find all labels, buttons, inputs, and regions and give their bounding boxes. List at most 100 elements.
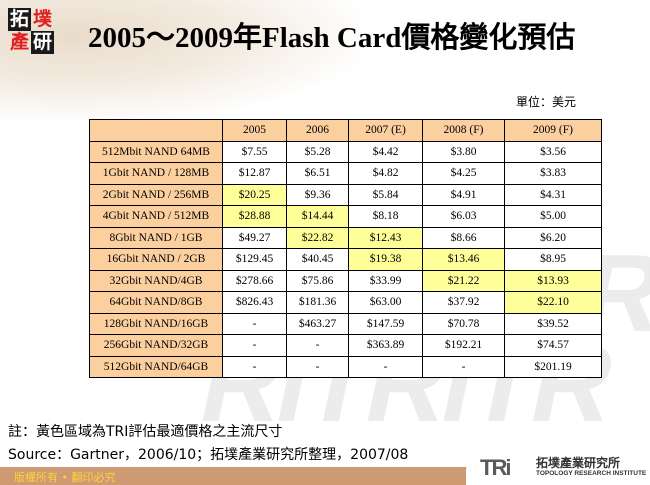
price-cell: $5.84 [348, 183, 423, 206]
price-table: 2005 2006 2007 (E) 2008 (F) 2009 (F) 512… [89, 119, 602, 378]
price-cell: $3.83 [504, 162, 602, 185]
price-cell: $75.86 [286, 269, 349, 292]
price-cell: $70.78 [422, 312, 505, 335]
logo-char-4: 研 [31, 31, 54, 54]
price-cell: $39.52 [504, 312, 602, 335]
price-cell-highlighted: $28.88 [222, 205, 287, 228]
price-cell: $63.00 [348, 291, 423, 314]
price-cell-highlighted: $21.22 [422, 269, 505, 292]
logo-char-3: 產 [9, 31, 29, 53]
row-label: 128Gbit NAND/16GB [89, 312, 223, 335]
price-cell-highlighted: $22.10 [504, 291, 602, 314]
price-cell: $129.45 [222, 248, 287, 271]
tri-logo-english-name: TOPOLOGY RESEARCH INSTITUTE [536, 470, 647, 477]
row-label: 1Gbit NAND / 128MB [89, 162, 223, 185]
price-cell: $181.36 [286, 291, 349, 314]
logo-char-1: 拓 [8, 8, 31, 31]
price-cell-highlighted: $14.44 [286, 205, 349, 228]
price-cell: $278.66 [222, 269, 287, 292]
price-cell: - [286, 355, 349, 378]
price-cell: $33.99 [348, 269, 423, 292]
price-cell-highlighted: $22.82 [286, 226, 349, 249]
price-cell: $147.59 [348, 312, 423, 335]
price-cell: $826.43 [222, 291, 287, 314]
price-cell: $4.82 [348, 162, 423, 185]
header-2007: 2007 (E) [348, 119, 423, 142]
note-text: 註：黃色區域為TRI評估最適價格之主流尺寸 [8, 424, 283, 440]
price-cell-highlighted: $12.43 [348, 226, 423, 249]
row-label: 64Gbit NAND/8GB [89, 291, 223, 314]
price-cell: $5.28 [286, 140, 349, 163]
header-corner [89, 119, 223, 142]
price-cell: $8.18 [348, 205, 423, 228]
table-row: 8Gbit NAND / 1GB $49.27 $22.82 $12.43 $8.66 $… [89, 226, 602, 249]
price-cell: $192.21 [422, 334, 505, 357]
table-row: 128Gbit NAND/16GB - $463.27 $147.59 $70.78 $3… [89, 312, 602, 335]
table-row: 2Gbit NAND / 256MB $20.25 $9.36 $5.84 $4.91 $… [89, 183, 602, 206]
price-cell: $4.31 [504, 183, 602, 206]
price-cell: - [222, 355, 287, 378]
price-cell: $5.00 [504, 205, 602, 228]
row-label: 8Gbit NAND / 1GB [89, 226, 223, 249]
price-cell: $4.91 [422, 183, 505, 206]
price-cell: $201.19 [504, 355, 602, 378]
tri-corner-logo: 拓 墣 產 研 [8, 8, 54, 54]
page-title: 2005～2009年Flash Card價格變化預估 [88, 22, 576, 54]
table-row: 512Gbit NAND/64GB - - - - $201.19 [89, 355, 602, 378]
table-row: 16Gbit NAND / 2GB $129.45 $40.45 $19.38 $13.… [89, 248, 602, 271]
price-cell: - [348, 355, 423, 378]
price-cell-highlighted: $13.93 [504, 269, 602, 292]
header-2009: 2009 (F) [504, 119, 602, 142]
table-row: 256Gbit NAND/32GB - - $363.89 $192.21 $74.57 [89, 334, 602, 357]
unit-label: 單位：美元 [516, 95, 577, 109]
price-cell: $8.66 [422, 226, 505, 249]
tri-logo-chinese-name: 拓墣產業研究所 [536, 456, 621, 470]
price-cell: - [286, 334, 349, 357]
price-cell: $363.89 [348, 334, 423, 357]
row-label: 512Mbit NAND 64MB [89, 140, 223, 163]
price-cell-highlighted: $20.25 [222, 183, 287, 206]
price-cell: $3.56 [504, 140, 602, 163]
price-cell: $3.80 [422, 140, 505, 163]
header-2006: 2006 [286, 119, 349, 142]
price-cell: - [422, 355, 505, 378]
price-cell: $40.45 [286, 248, 349, 271]
row-label: 32Gbit NAND/4GB [89, 269, 223, 292]
row-label: 256Gbit NAND/32GB [89, 334, 223, 357]
row-label: 16Gbit NAND / 2GB [89, 248, 223, 271]
price-cell: $6.03 [422, 205, 505, 228]
price-cell: $6.20 [504, 226, 602, 249]
header-2005: 2005 [222, 119, 287, 142]
copyright-text: 版權所有 • 翻印必究 [14, 471, 116, 484]
row-label: 512Gbit NAND/64GB [89, 355, 223, 378]
table-row: 512Mbit NAND 64MB $7.55 $5.28 $4.42 $3.80 $3.… [89, 140, 602, 163]
tri-logo-mark: TRi [480, 455, 511, 480]
table-row: 4Gbit NAND / 512MB $28.88 $14.44 $8.18 $6.03… [89, 205, 602, 228]
price-cell-highlighted: $13.46 [422, 248, 505, 271]
price-cell: - [222, 334, 287, 357]
price-cell: $463.27 [286, 312, 349, 335]
tri-footer-logo: TRi 拓墣產業研究所 TOPOLOGY RESEARCH INSTITUTE [466, 451, 650, 485]
price-cell: $12.87 [222, 162, 287, 185]
row-label: 2Gbit NAND / 256MB [89, 183, 223, 206]
table-row: 32Gbit NAND/4GB $278.66 $75.86 $33.99 $21.22… [89, 269, 602, 292]
header-2008: 2008 (F) [422, 119, 505, 142]
price-cell: - [222, 312, 287, 335]
table-header-row: 2005 2006 2007 (E) 2008 (F) 2009 (F) [89, 119, 602, 142]
logo-char-2: 墣 [32, 8, 52, 30]
price-cell: $4.25 [422, 162, 505, 185]
price-cell-highlighted: $19.38 [348, 248, 423, 271]
price-cell: $74.57 [504, 334, 602, 357]
price-cell: $9.36 [286, 183, 349, 206]
source-text: Source：Gartner，2006/10；拓墣產業研究所整理，2007/08 [8, 447, 409, 463]
table-row: 1Gbit NAND / 128MB $12.87 $6.51 $4.82 $4.25 $… [89, 162, 602, 185]
price-cell: $6.51 [286, 162, 349, 185]
table-row: 64Gbit NAND/8GB $826.43 $181.36 $63.00 $37.9… [89, 291, 602, 314]
price-cell: $49.27 [222, 226, 287, 249]
price-cell: $4.42 [348, 140, 423, 163]
price-cell: $8.95 [504, 248, 602, 271]
price-cell: $7.55 [222, 140, 287, 163]
price-cell: $37.92 [422, 291, 505, 314]
background-map-decoration [0, 0, 360, 120]
row-label: 4Gbit NAND / 512MB [89, 205, 223, 228]
